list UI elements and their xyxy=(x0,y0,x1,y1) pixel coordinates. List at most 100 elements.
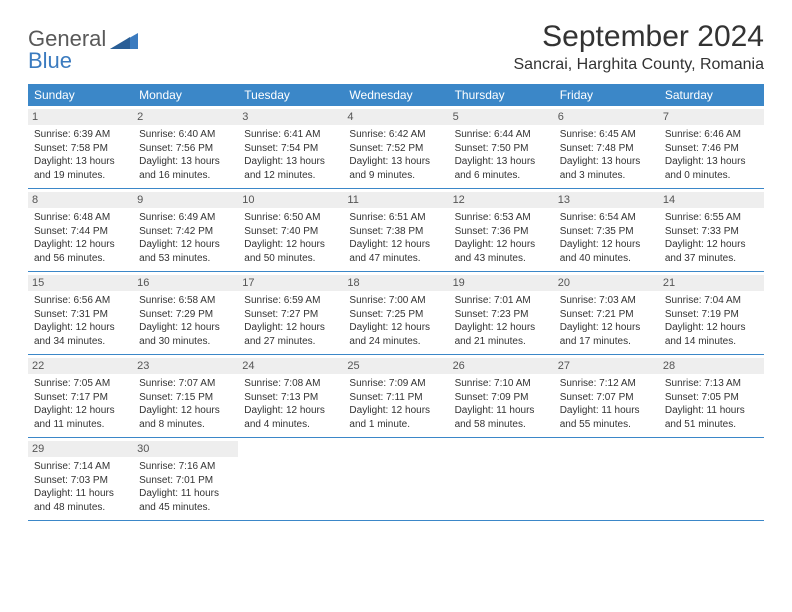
day-info-line: Sunset: 7:27 PM xyxy=(244,308,337,322)
day-number: 2 xyxy=(133,109,238,125)
day-info-line: and 21 minutes. xyxy=(455,335,548,349)
day-cell: 28Sunrise: 7:13 AMSunset: 7:05 PMDayligh… xyxy=(659,355,764,437)
day-info-line: Daylight: 11 hours xyxy=(665,404,758,418)
day-info-line: Sunrise: 6:54 AM xyxy=(560,211,653,225)
day-info-line: and 19 minutes. xyxy=(34,169,127,183)
day-info-line: Sunrise: 6:46 AM xyxy=(665,128,758,142)
day-info-line: Sunset: 7:50 PM xyxy=(455,142,548,156)
day-cell xyxy=(343,438,448,520)
day-cell: 22Sunrise: 7:05 AMSunset: 7:17 PMDayligh… xyxy=(28,355,133,437)
day-cell: 15Sunrise: 6:56 AMSunset: 7:31 PMDayligh… xyxy=(28,272,133,354)
day-number: 20 xyxy=(554,275,659,291)
day-info-line: and 40 minutes. xyxy=(560,252,653,266)
day-info-line: Sunrise: 7:01 AM xyxy=(455,294,548,308)
day-info-line: Sunset: 7:38 PM xyxy=(349,225,442,239)
day-info-line: Daylight: 12 hours xyxy=(455,238,548,252)
day-info-line: Sunrise: 6:44 AM xyxy=(455,128,548,142)
day-info-line: Sunset: 7:11 PM xyxy=(349,391,442,405)
day-number: 22 xyxy=(28,358,133,374)
day-info-line: and 0 minutes. xyxy=(665,169,758,183)
day-cell xyxy=(554,438,659,520)
day-info-line: Sunrise: 7:12 AM xyxy=(560,377,653,391)
day-number: 15 xyxy=(28,275,133,291)
day-cell: 13Sunrise: 6:54 AMSunset: 7:35 PMDayligh… xyxy=(554,189,659,271)
day-info-line: Sunrise: 6:59 AM xyxy=(244,294,337,308)
day-info-line: Sunrise: 7:16 AM xyxy=(139,460,232,474)
day-cell xyxy=(238,438,343,520)
day-info-line: Sunrise: 7:04 AM xyxy=(665,294,758,308)
weekday-header: Tuesday xyxy=(238,84,343,106)
day-info-line: Sunrise: 7:00 AM xyxy=(349,294,442,308)
day-info-line: Sunset: 7:48 PM xyxy=(560,142,653,156)
day-info-line: Sunrise: 6:58 AM xyxy=(139,294,232,308)
day-info-line: Sunset: 7:07 PM xyxy=(560,391,653,405)
day-info-line: Sunrise: 7:05 AM xyxy=(34,377,127,391)
day-info-line: Sunrise: 6:41 AM xyxy=(244,128,337,142)
weekday-header: Friday xyxy=(554,84,659,106)
day-info-line: Sunrise: 6:39 AM xyxy=(34,128,127,142)
logo-text: General Blue xyxy=(28,28,106,72)
day-cell: 11Sunrise: 6:51 AMSunset: 7:38 PMDayligh… xyxy=(343,189,448,271)
day-number: 3 xyxy=(238,109,343,125)
day-info-line: Daylight: 12 hours xyxy=(349,238,442,252)
page-title: September 2024 xyxy=(514,20,765,54)
day-info-line: Sunrise: 7:03 AM xyxy=(560,294,653,308)
day-info-line: Sunrise: 6:49 AM xyxy=(139,211,232,225)
day-number: 26 xyxy=(449,358,554,374)
day-info-line: and 43 minutes. xyxy=(455,252,548,266)
day-number: 5 xyxy=(449,109,554,125)
day-cell: 12Sunrise: 6:53 AMSunset: 7:36 PMDayligh… xyxy=(449,189,554,271)
day-info-line: Sunset: 7:44 PM xyxy=(34,225,127,239)
day-info-line: and 3 minutes. xyxy=(560,169,653,183)
weekday-header: Sunday xyxy=(28,84,133,106)
day-info-line: Sunset: 7:13 PM xyxy=(244,391,337,405)
day-info-line: Daylight: 11 hours xyxy=(34,487,127,501)
day-info-line: Sunset: 7:46 PM xyxy=(665,142,758,156)
day-info-line: and 12 minutes. xyxy=(244,169,337,183)
day-info-line: and 50 minutes. xyxy=(244,252,337,266)
logo-word2: Blue xyxy=(28,48,72,73)
day-info-line: Sunrise: 6:56 AM xyxy=(34,294,127,308)
day-number: 24 xyxy=(238,358,343,374)
day-info-line: Sunset: 7:54 PM xyxy=(244,142,337,156)
day-number: 17 xyxy=(238,275,343,291)
day-info-line: Sunset: 7:09 PM xyxy=(455,391,548,405)
day-info-line: and 9 minutes. xyxy=(349,169,442,183)
day-info-line: Daylight: 13 hours xyxy=(560,155,653,169)
day-cell: 1Sunrise: 6:39 AMSunset: 7:58 PMDaylight… xyxy=(28,106,133,188)
day-cell: 16Sunrise: 6:58 AMSunset: 7:29 PMDayligh… xyxy=(133,272,238,354)
day-info-line: Daylight: 11 hours xyxy=(455,404,548,418)
day-cell: 6Sunrise: 6:45 AMSunset: 7:48 PMDaylight… xyxy=(554,106,659,188)
day-cell: 25Sunrise: 7:09 AMSunset: 7:11 PMDayligh… xyxy=(343,355,448,437)
day-cell xyxy=(659,438,764,520)
logo: General Blue xyxy=(28,28,138,72)
day-info-line: Daylight: 13 hours xyxy=(244,155,337,169)
day-cell: 23Sunrise: 7:07 AMSunset: 7:15 PMDayligh… xyxy=(133,355,238,437)
day-cell: 20Sunrise: 7:03 AMSunset: 7:21 PMDayligh… xyxy=(554,272,659,354)
day-info-line: Sunset: 7:23 PM xyxy=(455,308,548,322)
day-number: 9 xyxy=(133,192,238,208)
day-info-line: Daylight: 12 hours xyxy=(244,404,337,418)
day-info-line: and 37 minutes. xyxy=(665,252,758,266)
day-info-line: Daylight: 11 hours xyxy=(560,404,653,418)
day-cell: 21Sunrise: 7:04 AMSunset: 7:19 PMDayligh… xyxy=(659,272,764,354)
day-info-line: Sunrise: 7:13 AM xyxy=(665,377,758,391)
weekday-header: Thursday xyxy=(449,84,554,106)
day-info-line: Sunset: 7:40 PM xyxy=(244,225,337,239)
day-cell: 30Sunrise: 7:16 AMSunset: 7:01 PMDayligh… xyxy=(133,438,238,520)
day-info-line: Daylight: 12 hours xyxy=(349,404,442,418)
weekday-header: Wednesday xyxy=(343,84,448,106)
day-info-line: and 53 minutes. xyxy=(139,252,232,266)
day-info-line: Sunset: 7:52 PM xyxy=(349,142,442,156)
day-info-line: and 1 minute. xyxy=(349,418,442,432)
day-info-line: and 48 minutes. xyxy=(34,501,127,515)
day-number: 6 xyxy=(554,109,659,125)
day-info-line: and 8 minutes. xyxy=(139,418,232,432)
calendar: SundayMondayTuesdayWednesdayThursdayFrid… xyxy=(28,84,764,521)
day-number: 18 xyxy=(343,275,448,291)
day-info-line: Daylight: 12 hours xyxy=(665,238,758,252)
day-info-line: Daylight: 12 hours xyxy=(665,321,758,335)
day-info-line: Sunrise: 7:07 AM xyxy=(139,377,232,391)
logo-triangle-icon xyxy=(110,31,138,49)
day-info-line: and 17 minutes. xyxy=(560,335,653,349)
